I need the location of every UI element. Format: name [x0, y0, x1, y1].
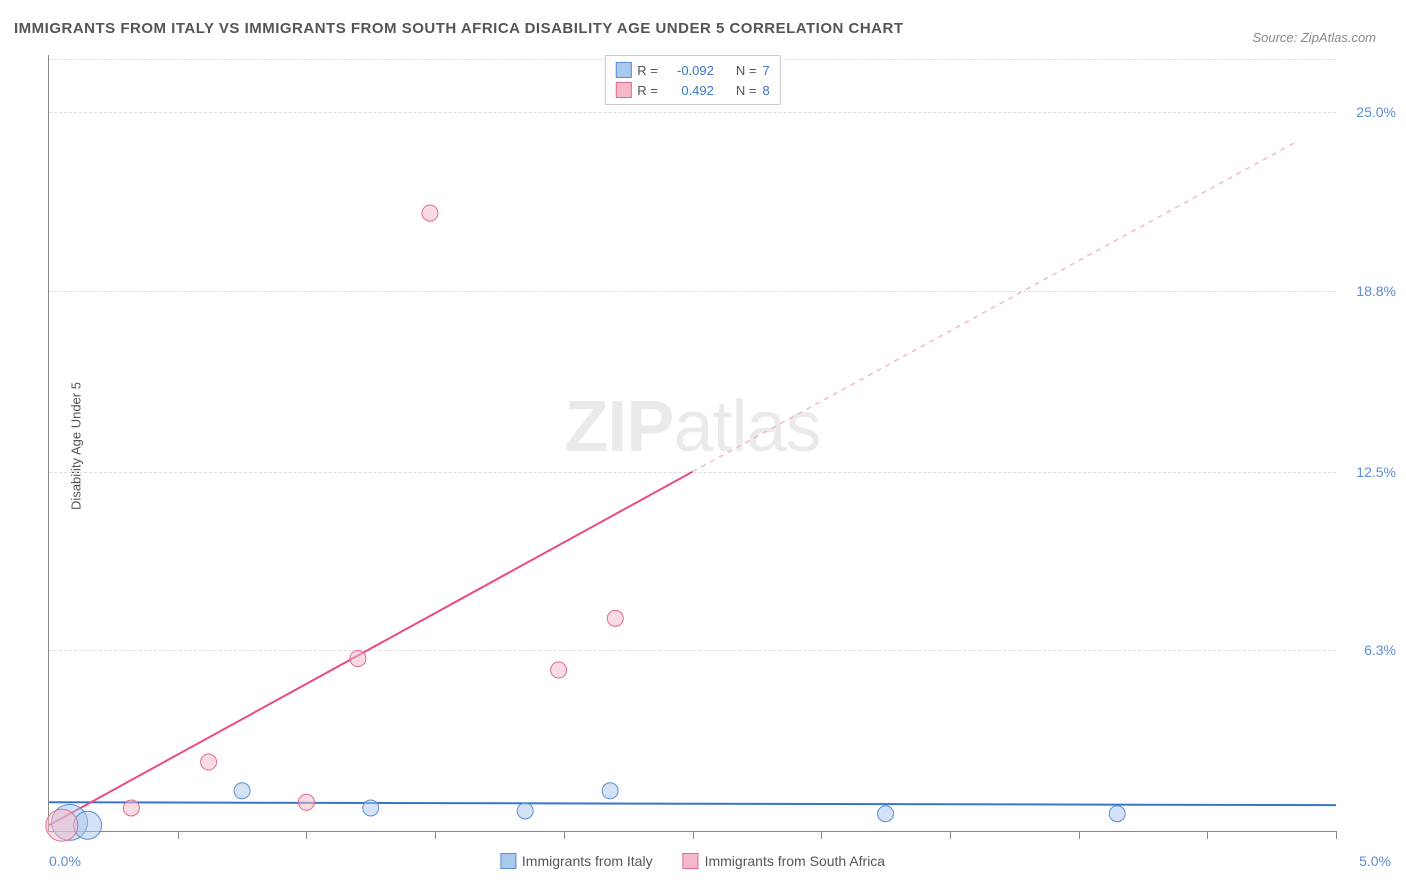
- x-tick: [178, 831, 179, 839]
- legend-swatch: [500, 853, 516, 869]
- legend-swatch: [615, 62, 631, 78]
- y-tick-label: 25.0%: [1356, 104, 1396, 120]
- correlation-legend: R = -0.092 N = 7 R = 0.492 N = 8: [604, 55, 780, 105]
- legend-n-value: 8: [762, 83, 769, 98]
- scatter-plot: [49, 55, 1336, 831]
- x-tick: [435, 831, 436, 839]
- legend-swatch: [615, 82, 631, 98]
- x-tick: [1336, 831, 1337, 839]
- legend-r-value: 0.492: [664, 83, 714, 98]
- x-tick: [564, 831, 565, 839]
- series-legend-label: Immigrants from South Africa: [705, 853, 886, 869]
- legend-r-label: R =: [637, 83, 658, 98]
- legend-n-value: 7: [762, 63, 769, 78]
- chart-area: ZIPatlas 6.3%12.5%18.8%25.0% 0.0% 5.0% R…: [48, 55, 1336, 832]
- x-tick: [821, 831, 822, 839]
- x-axis-max-label: 5.0%: [1359, 853, 1391, 869]
- y-tick-label: 6.3%: [1364, 642, 1396, 658]
- x-tick: [950, 831, 951, 839]
- x-tick: [693, 831, 694, 839]
- y-tick-label: 12.5%: [1356, 464, 1396, 480]
- series-legend-item: Immigrants from Italy: [500, 853, 653, 869]
- series-legend-item: Immigrants from South Africa: [683, 853, 886, 869]
- series-legend: Immigrants from Italy Immigrants from Sou…: [500, 853, 885, 869]
- legend-r-label: R =: [637, 63, 658, 78]
- x-tick: [1079, 831, 1080, 839]
- legend-r-value: -0.092: [664, 63, 714, 78]
- legend-swatch: [683, 853, 699, 869]
- chart-title: IMMIGRANTS FROM ITALY VS IMMIGRANTS FROM…: [14, 20, 904, 37]
- source-label: Source: ZipAtlas.com: [1252, 30, 1376, 45]
- legend-row: R = 0.492 N = 8: [615, 80, 769, 100]
- series-legend-label: Immigrants from Italy: [522, 853, 653, 869]
- x-axis-min-label: 0.0%: [49, 853, 81, 869]
- x-tick: [306, 831, 307, 839]
- x-tick: [1207, 831, 1208, 839]
- legend-row: R = -0.092 N = 7: [615, 60, 769, 80]
- legend-n-label: N =: [736, 63, 757, 78]
- y-tick-label: 18.8%: [1356, 283, 1396, 299]
- legend-n-label: N =: [736, 83, 757, 98]
